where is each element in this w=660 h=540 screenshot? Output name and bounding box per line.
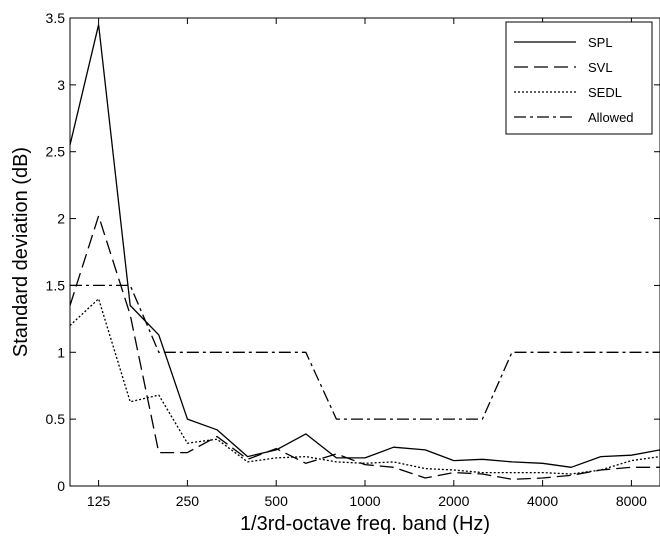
legend-box xyxy=(505,21,653,135)
y-tick-label: 2 xyxy=(57,211,65,227)
tick-labels: 125 250 500 1000 2000 4000 8000 0 0.5 1 1.5 2 2.5 3 3.… xyxy=(46,10,648,509)
y-tick-label: 3.5 xyxy=(46,10,66,26)
x-tick-label: 250 xyxy=(176,493,200,509)
series-line-spl xyxy=(69,24,660,468)
plot-frame xyxy=(69,17,660,487)
legend: SPL SVL SEDL Allowed xyxy=(505,21,653,135)
x-tick-label: 2000 xyxy=(438,493,469,509)
legend-label-svl: SVL xyxy=(588,60,613,75)
x-axis-title: 1/3rd-octave freq. band (Hz) xyxy=(240,513,490,535)
y-tick-label: 1 xyxy=(57,344,65,360)
x-tick-label: 500 xyxy=(265,493,289,509)
x-tick-label: 8000 xyxy=(616,493,647,509)
x-tick-label: 125 xyxy=(87,493,111,509)
legend-label-sedl: SEDL xyxy=(588,85,622,100)
y-axis-title: Standard deviation (dB) xyxy=(10,147,32,357)
x-tick-label: 4000 xyxy=(527,493,558,509)
y-tick-label: 2.5 xyxy=(46,144,66,160)
y-tick-label: 3 xyxy=(57,77,65,93)
legend-label-allowed: Allowed xyxy=(588,110,634,125)
series-line-svl xyxy=(69,215,660,480)
x-tick-label: 1000 xyxy=(349,493,380,509)
series-line-allowed xyxy=(70,284,660,420)
y-tick-label: 0.5 xyxy=(46,411,66,427)
series-line-sedl xyxy=(69,298,660,475)
series-layer xyxy=(69,24,660,480)
legend-label-spl: SPL xyxy=(588,35,613,50)
y-tick-label: 0 xyxy=(57,478,65,494)
y-tick-label: 1.5 xyxy=(46,277,66,293)
